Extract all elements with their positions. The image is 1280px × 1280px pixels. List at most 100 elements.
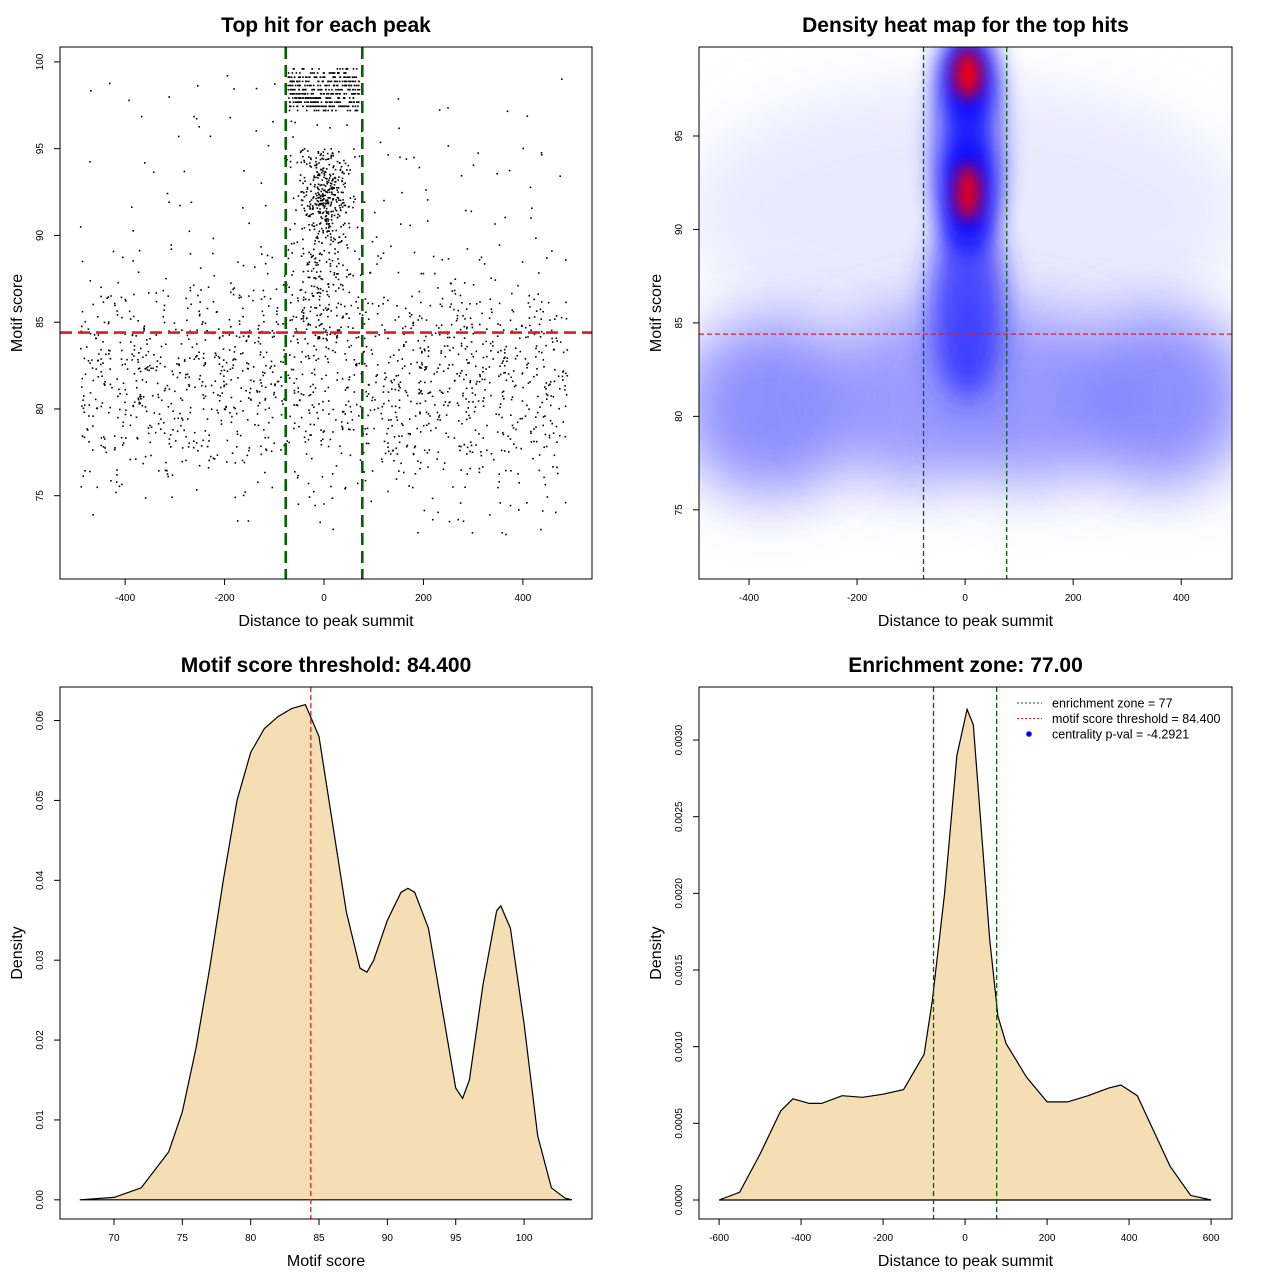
data-point xyxy=(518,482,520,484)
data-point xyxy=(469,317,472,319)
x-tick-label: 200 xyxy=(1039,1233,1056,1244)
data-point xyxy=(321,227,323,230)
data-point xyxy=(313,243,316,245)
data-point xyxy=(350,101,352,103)
data-point xyxy=(100,437,103,439)
y-tick-label: 80 xyxy=(35,403,46,415)
data-point xyxy=(539,336,542,338)
data-point xyxy=(335,229,337,232)
data-point xyxy=(160,345,163,348)
data-point xyxy=(397,271,400,274)
data-point xyxy=(119,408,121,411)
data-point xyxy=(330,236,332,239)
data-point xyxy=(519,337,521,339)
data-point xyxy=(347,206,350,208)
data-point xyxy=(408,485,410,487)
y-tick-label: 95 xyxy=(35,143,46,155)
data-point xyxy=(511,309,513,311)
data-point xyxy=(418,366,421,368)
data-point xyxy=(543,366,545,368)
data-point xyxy=(322,80,324,83)
data-point xyxy=(367,393,370,395)
data-point xyxy=(535,347,537,350)
data-point xyxy=(402,327,404,330)
data-point xyxy=(502,390,505,393)
data-point xyxy=(384,329,386,331)
data-point xyxy=(406,444,409,447)
data-point xyxy=(530,441,533,443)
data-point xyxy=(447,436,450,438)
data-point xyxy=(273,365,276,367)
data-point xyxy=(340,240,343,243)
data-point xyxy=(220,423,223,425)
density-blob xyxy=(930,210,1006,398)
data-point xyxy=(84,373,87,375)
data-point xyxy=(330,219,333,221)
legend-label: centrality p-val = -4.2921 xyxy=(1052,728,1189,742)
data-point xyxy=(198,314,201,317)
data-point xyxy=(242,494,245,497)
data-point xyxy=(320,153,322,155)
data-point xyxy=(336,187,338,189)
density-blob xyxy=(954,49,981,99)
data-point xyxy=(287,72,290,74)
data-point xyxy=(179,372,181,374)
data-point xyxy=(424,369,426,371)
x-tick-label: 400 xyxy=(1173,593,1190,604)
data-point xyxy=(308,205,311,208)
data-point xyxy=(420,272,423,275)
data-point xyxy=(340,283,342,286)
data-point xyxy=(309,229,311,231)
data-point xyxy=(188,442,191,444)
data-point xyxy=(329,188,331,190)
data-point xyxy=(427,346,429,348)
data-point xyxy=(566,349,569,351)
data-point xyxy=(403,344,405,346)
data-point xyxy=(312,93,314,95)
data-point xyxy=(307,324,309,326)
data-point xyxy=(425,411,428,414)
data-point xyxy=(460,345,463,347)
data-point xyxy=(336,196,339,199)
data-point xyxy=(315,160,317,163)
data-point xyxy=(92,425,94,427)
data-point xyxy=(309,97,311,99)
data-point xyxy=(424,400,427,402)
data-point xyxy=(540,528,542,531)
data-point xyxy=(334,176,336,179)
data-point xyxy=(337,191,339,193)
data-point xyxy=(314,387,317,389)
data-point xyxy=(393,378,395,381)
data-point xyxy=(521,417,523,420)
data-point xyxy=(293,382,295,384)
data-point xyxy=(323,202,325,204)
data-point xyxy=(132,230,134,232)
data-point xyxy=(419,380,422,383)
data-point xyxy=(343,105,345,108)
data-point xyxy=(419,347,422,349)
data-point xyxy=(268,407,270,409)
data-point xyxy=(365,442,368,445)
data-point xyxy=(233,406,235,409)
data-point xyxy=(313,277,315,279)
data-point xyxy=(314,183,316,186)
data-point xyxy=(396,419,399,421)
data-point xyxy=(107,321,110,323)
data-point xyxy=(336,372,339,374)
data-point xyxy=(489,298,492,300)
data-point xyxy=(326,93,328,95)
data-point xyxy=(498,413,500,416)
data-point xyxy=(433,373,436,375)
data-point xyxy=(101,375,103,377)
data-point xyxy=(517,284,519,287)
data-point xyxy=(309,208,311,210)
data-point xyxy=(135,335,137,337)
data-point xyxy=(327,93,330,95)
data-point xyxy=(344,76,346,78)
data-point xyxy=(383,402,385,405)
data-point xyxy=(344,413,346,415)
data-point xyxy=(470,353,473,355)
data-point xyxy=(458,445,461,447)
data-point xyxy=(515,328,517,330)
